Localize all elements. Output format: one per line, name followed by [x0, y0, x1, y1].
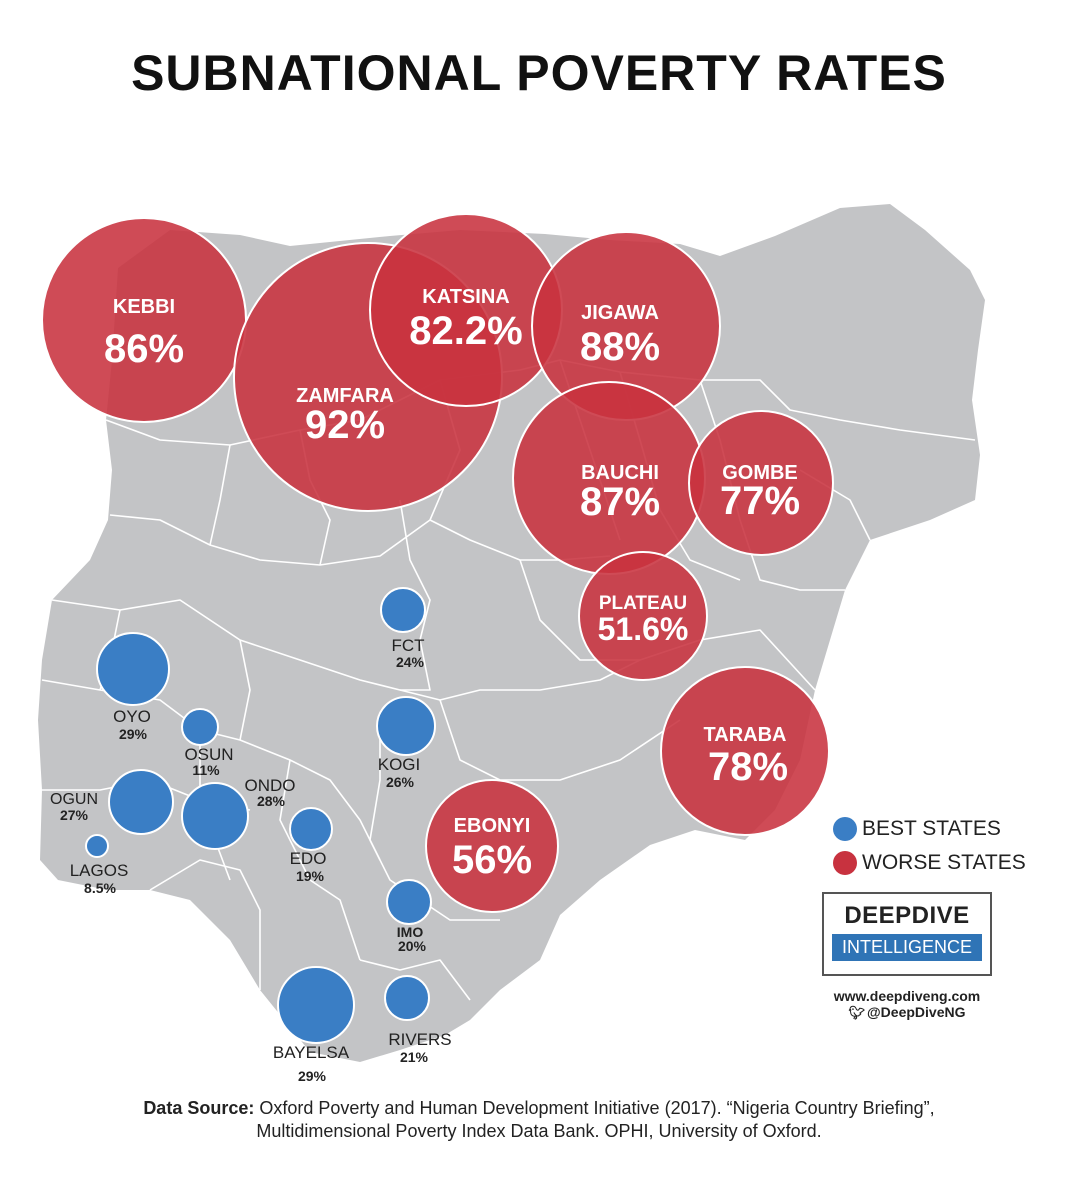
state-value-fct: 24% [396, 654, 425, 670]
state-bubble-osun: OSUN 11% [181, 708, 234, 778]
state-bubble-oyo: OYO 29% [96, 632, 170, 742]
state-value-taraba: 78% [708, 745, 788, 789]
state-value-bayelsa: 29% [298, 1068, 327, 1084]
state-name-edo: EDO [290, 849, 327, 868]
source-line-1: Oxford Poverty and Human Development Ini… [259, 1098, 935, 1118]
state-bubble-rivers: RIVERS 21% [384, 975, 452, 1065]
state-value-kogi: 26% [386, 774, 415, 790]
state-bubble-katsina: KATSINA 82.2% [369, 213, 563, 407]
state-bubble-lagos: LAGOS 8.5% [70, 834, 129, 896]
state-bubble-plateau: PLATEAU 51.6% [578, 551, 708, 681]
state-bubble-kogi: KOGI 26% [376, 696, 436, 790]
state-name-gombe: GOMBE [722, 462, 798, 484]
state-name-rivers: RIVERS [388, 1030, 451, 1049]
brand-logo: DEEPDIVE INTELLIGENCE [822, 892, 992, 976]
state-value-oyo: 29% [119, 726, 148, 742]
state-value-gombe: 77% [720, 479, 800, 523]
state-name-kebbi: KEBBI [113, 296, 175, 318]
state-value-ebonyi: 56% [452, 838, 532, 882]
state-name-fct: FCT [391, 636, 424, 655]
source-line-2: Multidimensional Poverty Index Data Bank… [256, 1121, 822, 1141]
state-name-ondo: ONDO [245, 776, 296, 795]
twitter-icon: 🐦︎ [848, 1005, 866, 1020]
legend-best-label: BEST STATES [862, 817, 1001, 840]
state-name-jigawa: JIGAWA [581, 302, 659, 324]
state-value-bauchi: 87% [580, 480, 660, 524]
state-bubble-ogun: OGUN 27% [50, 769, 174, 835]
state-value-kebbi: 86% [104, 327, 184, 371]
state-name-ebonyi: EBONYI [454, 815, 531, 837]
data-source: Data Source: Oxford Poverty and Human De… [0, 1097, 1078, 1143]
source-label: Data Source: [143, 1098, 255, 1118]
legend-worse: WORSE STATES [833, 851, 1026, 875]
brand-logo-top: DEEPDIVE [844, 902, 970, 929]
brand-logo-bottom: INTELLIGENCE [832, 934, 982, 961]
state-value-ogun: 27% [60, 807, 89, 823]
state-name-bauchi: BAUCHI [581, 462, 659, 484]
state-name-osun: OSUN [184, 745, 233, 764]
state-value-lagos: 8.5% [84, 880, 116, 896]
state-name-oyo: OYO [113, 707, 151, 726]
state-name-zamfara: ZAMFARA [296, 385, 394, 407]
state-bubble-taraba: TARABA 78% [660, 666, 830, 836]
state-name-lagos: LAGOS [70, 861, 129, 880]
brand-twitter-handle: @DeepDiveNG [867, 1004, 966, 1020]
state-bubble-ebonyi: EBONYI 56% [425, 779, 559, 913]
state-value-jigawa: 88% [580, 325, 660, 369]
state-bubble-imo: IMO 20% [386, 879, 432, 954]
legend-best-dot [833, 817, 857, 841]
state-name-ogun: OGUN [50, 791, 98, 808]
state-bubble-bayelsa: BAYELSA 29% [273, 966, 355, 1084]
brand-website: www.deepdiveng.com [833, 988, 981, 1004]
state-value-zamfara: 92% [305, 403, 385, 447]
state-bubble-edo: EDO 19% [289, 807, 333, 884]
state-bubble-gombe: GOMBE 77% [688, 410, 834, 556]
state-name-imo: IMO [397, 924, 424, 940]
state-name-bayelsa: BAYELSA [273, 1043, 350, 1062]
state-value-rivers: 21% [400, 1049, 429, 1065]
legend-worse-dot [833, 851, 857, 875]
state-bubble-jigawa: JIGAWA 88% [531, 231, 721, 421]
state-bubble-bauchi: BAUCHI 87% [512, 381, 706, 575]
state-value-plateau: 51.6% [598, 611, 689, 647]
state-bubble-fct: FCT 24% [380, 587, 426, 670]
best-states-layer: FCT 24% OYO 29% OSUN 11% KOGI 26% OGUN 2… [50, 587, 452, 1084]
state-value-katsina: 82.2% [409, 309, 522, 353]
state-name-taraba: TARABA [704, 724, 787, 746]
state-name-katsina: KATSINA [422, 286, 509, 308]
legend-best: BEST STATES [833, 817, 1001, 841]
worse-states-layer: KEBBI 86% ZAMFARA 92% KATSINA 82.2% JIGA… [41, 213, 834, 913]
legend-worse-label: WORSE STATES [862, 851, 1026, 874]
brand-twitter: 🐦︎ @DeepDiveNG [822, 1004, 992, 1021]
state-value-imo: 20% [398, 938, 427, 954]
state-bubble-kebbi: KEBBI 86% [41, 217, 247, 423]
state-value-edo: 19% [296, 868, 325, 884]
state-name-kogi: KOGI [378, 755, 421, 774]
state-name-plateau: PLATEAU [599, 593, 687, 614]
state-bubble-ondo: ONDO 28% [181, 776, 296, 850]
map-title: SUBNATIONAL POVERTY RATES [131, 45, 947, 101]
state-value-osun: 11% [192, 762, 220, 778]
state-value-ondo: 28% [257, 793, 286, 809]
